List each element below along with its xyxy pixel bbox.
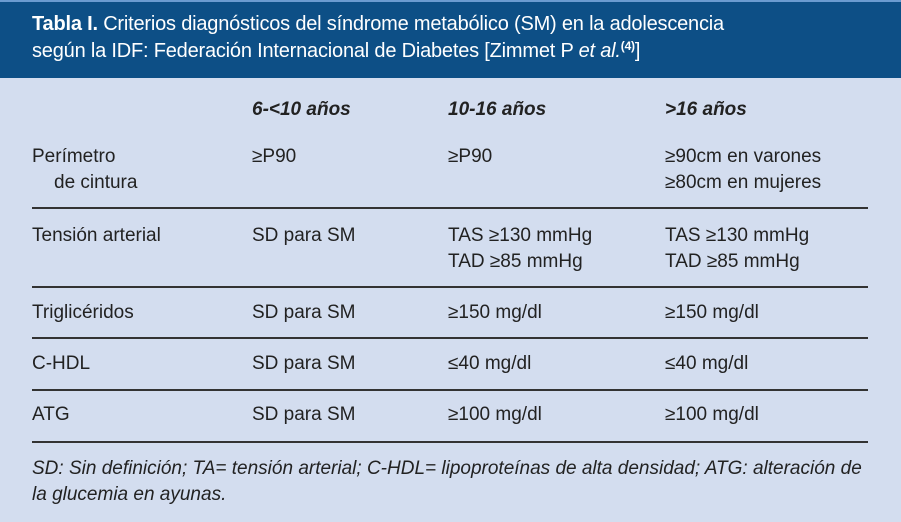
column-header: >16 años <box>665 99 747 120</box>
row-divider <box>32 389 868 391</box>
row-label: C-HDL <box>32 353 91 374</box>
title-reference: (4) <box>620 39 635 53</box>
row-label: Tensión arterial <box>32 225 161 246</box>
table-cell: SD para SM <box>252 353 356 374</box>
table-label: Tabla I. <box>32 13 98 35</box>
title-etal: et al. <box>578 40 621 62</box>
table-cell: ≤40 mg/dl <box>448 353 532 374</box>
table-cell: TAD ≥85 mmHg <box>665 251 800 272</box>
row-label: Perímetro <box>32 146 116 167</box>
table-cell: SD para SM <box>252 404 356 425</box>
title-text: Criterios diagnósticos del síndrome meta… <box>103 13 724 35</box>
title-line-2: según la IDF: Federación Internacional d… <box>32 39 640 63</box>
table-cell: SD para SM <box>252 302 356 323</box>
table-cell: ≤40 mg/dl <box>665 353 749 374</box>
row-divider <box>32 207 868 209</box>
footnote: SD: Sin definición; TA= tensión arterial… <box>32 458 862 505</box>
table-cell: ≥80cm en mujeres <box>665 172 822 193</box>
row-label: Triglicéridos <box>32 302 134 323</box>
row-divider <box>32 286 868 288</box>
table-title: Tabla I. Criterios diagnósticos del sínd… <box>0 0 901 78</box>
column-header: 10-16 años <box>448 99 547 120</box>
title-text-2: según la IDF: Federación Internacional d… <box>32 40 579 62</box>
table-cell: ≥100 mg/dl <box>665 404 759 425</box>
table-cell: ≥P90 <box>252 146 297 167</box>
column-header: 6-<10 años <box>252 99 351 120</box>
table-cell: ≥P90 <box>448 146 493 167</box>
table-cell: ≥150 mg/dl <box>665 302 759 323</box>
table-cell: ≥90cm en varones <box>665 146 822 167</box>
table-cell: SD para SM <box>252 225 356 246</box>
row-divider <box>32 441 868 443</box>
table-cell: TAS ≥130 mmHg <box>665 225 810 246</box>
row-label: ATG <box>32 404 70 425</box>
table-cell: TAS ≥130 mmHg <box>448 225 593 246</box>
title-line-1: Tabla I. Criterios diagnósticos del sínd… <box>32 13 724 36</box>
table-cell: ≥100 mg/dl <box>448 404 542 425</box>
table-cell: ≥150 mg/dl <box>448 302 542 323</box>
row-divider <box>32 337 868 339</box>
row-label: de cintura <box>54 172 138 193</box>
title-bracket: ] <box>634 40 641 62</box>
table-cell: TAD ≥85 mmHg <box>448 251 583 272</box>
